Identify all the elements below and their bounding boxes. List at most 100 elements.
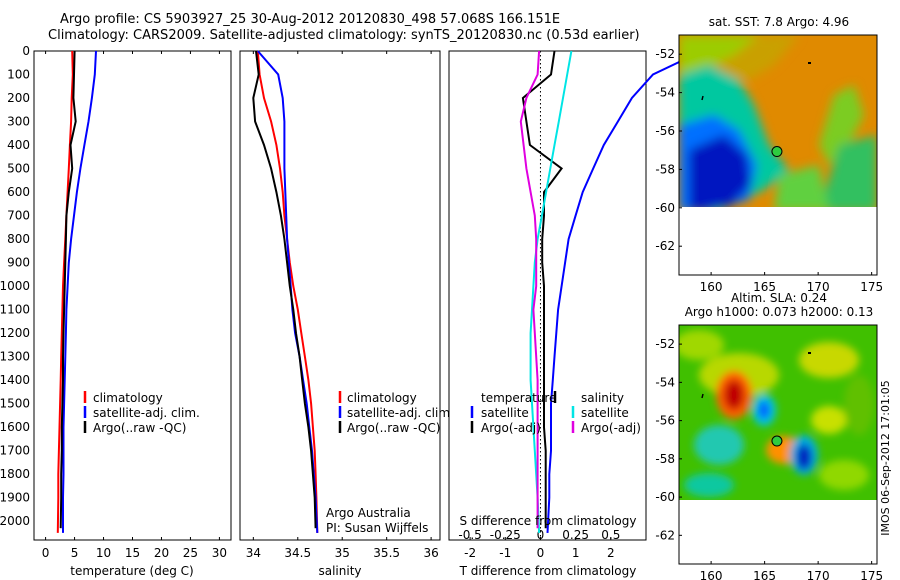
imos-timestamp: IMOS 06-Sep-2012 17:01:05 xyxy=(879,380,892,535)
map-y-tick-label: -62 xyxy=(655,239,675,253)
depth-tick-label: 600 xyxy=(7,185,30,199)
sla-argo-location-marker xyxy=(771,435,783,447)
depth-tick-label: 0 xyxy=(22,44,30,58)
x-tick-label: 15 xyxy=(125,546,140,560)
depth-tick-label: 1000 xyxy=(0,279,30,293)
difference-legend: temperature satellite Argo(-adj) salinit… xyxy=(470,391,641,435)
map-x-tick-label: 175 xyxy=(860,569,883,580)
sst-argo-location-marker xyxy=(771,146,783,158)
difference-plot-frame xyxy=(448,50,647,541)
map-y-tick-label: -56 xyxy=(655,124,675,138)
depth-tick-label: 2000 xyxy=(0,514,30,528)
map-y-tick-label: -54 xyxy=(655,86,675,100)
depth-tick-label: 300 xyxy=(7,115,30,129)
difference-legend-sal-sat: satellite xyxy=(581,406,629,420)
x-tick-label: -2 xyxy=(464,546,476,560)
depth-tick-label: 500 xyxy=(7,162,30,176)
depth-tick-label: 1100 xyxy=(0,303,30,317)
depth-tick-label: 1500 xyxy=(0,397,30,411)
depth-tick-label: 800 xyxy=(7,232,30,246)
sla-heatmap xyxy=(679,325,877,500)
difference-top-xlabel: S difference from climatology xyxy=(460,514,637,528)
difference-legend-temp-sat: satellite xyxy=(481,406,529,420)
temperature-legend-climatology: climatology xyxy=(93,391,163,405)
sst-small-mark-1 xyxy=(701,95,704,101)
x-tick-label: 34.5 xyxy=(284,546,311,560)
salinity-legend: climatology satellite-adj. clim. Argo(..… xyxy=(338,391,454,435)
map-y-tick-label: -52 xyxy=(655,47,675,61)
map-y-tick-label: -56 xyxy=(655,414,675,428)
x-tick-label: 20 xyxy=(154,546,169,560)
series-line-salinity-satellite xyxy=(529,50,573,533)
salinity-note-agency: Argo Australia xyxy=(326,506,411,520)
series-line-climatology xyxy=(56,50,74,533)
map-x-tick-label: 160 xyxy=(700,280,723,294)
temperature-xlabel: temperature (deg C) xyxy=(70,564,193,578)
salinity-panel: 34 34.5 35 35.5 36 salinity climatology sate… xyxy=(239,50,454,578)
depth-tick-label: 1300 xyxy=(0,350,30,364)
sla-map-frame xyxy=(678,324,878,565)
series-line-satellite-adj-clim- xyxy=(62,50,97,533)
map-x-tick-label: 165 xyxy=(753,569,776,580)
map-x-tick-label: 165 xyxy=(753,280,776,294)
map-y-tick-label: -52 xyxy=(655,337,675,351)
x-tick-label: -1 xyxy=(499,546,511,560)
map-y-tick-label: -54 xyxy=(655,375,675,389)
depth-tick-label: 700 xyxy=(7,209,30,223)
map-y-tick-label: -60 xyxy=(655,201,675,215)
x-tick-label: 0 xyxy=(42,546,50,560)
salinity-legend-argo: Argo(..raw -QC) xyxy=(347,421,440,435)
sla-map-title-line1: Altim. SLA: 0.24 xyxy=(731,291,827,305)
sla-small-mark-1 xyxy=(701,393,704,399)
temperature-legend: climatology satellite-adj. clim. Argo(..… xyxy=(83,391,200,435)
x-tick-label: 0 xyxy=(537,546,545,560)
map-x-tick-label: 175 xyxy=(860,280,883,294)
salinity-xlabel: salinity xyxy=(318,564,361,578)
x-top-tick-label: 0.5 xyxy=(601,528,620,542)
map-x-tick-label: 170 xyxy=(807,280,830,294)
depth-tick-label: 1700 xyxy=(0,444,30,458)
salinity-legend-climatology: climatology xyxy=(347,391,417,405)
sst-map-panel: sat. SST: 7.8 Argo: 4.96 -52 -54 -56 -58 -60… xyxy=(655,15,883,294)
depth-tick-label: 1400 xyxy=(0,373,30,387)
series-line-argo-raw-qc- xyxy=(252,50,317,529)
depth-tick-label: 1600 xyxy=(0,420,30,434)
temperature-legend-satellite: satellite-adj. clim. xyxy=(93,406,200,420)
x-tick-label: 1 xyxy=(572,546,580,560)
x-tick-label: 36 xyxy=(423,546,438,560)
map-y-tick-label: -62 xyxy=(655,528,675,542)
difference-legend-sal-argo: Argo(-adj) xyxy=(581,421,641,435)
sla-map-title-line2: Argo h1000: 0.073 h2000: 0.13 xyxy=(685,305,874,319)
depth-tick-label: 1200 xyxy=(0,326,30,340)
x-top-tick-label: -0.25 xyxy=(490,528,521,542)
sst-heatmap xyxy=(679,35,877,211)
sla-small-mark-2 xyxy=(808,352,811,354)
depth-tick-label: 100 xyxy=(7,68,30,82)
map-y-tick-label: -58 xyxy=(655,162,675,176)
sla-map-panel: Altim. SLA: 0.24 Argo h1000: 0.073 h2000… xyxy=(655,291,883,580)
figure-title-line2: Climatology: CARS2009. Satellite-adjuste… xyxy=(48,28,640,43)
series-line-argo-raw-qc- xyxy=(59,50,77,529)
salinity-legend-satellite: satellite-adj. clim. xyxy=(347,406,454,420)
x-tick-label: 10 xyxy=(96,546,111,560)
x-tick-label: 35 xyxy=(335,546,350,560)
difference-panel: -2 -1 0 1 2 -0.5 -0.25 0 0.25 0.5 S difference fr… xyxy=(448,50,703,578)
x-tick-label: 34 xyxy=(246,546,261,560)
map-x-tick-label: 170 xyxy=(807,569,830,580)
difference-legend-sal-title: salinity xyxy=(581,391,624,405)
x-top-tick-label: -0.5 xyxy=(458,528,481,542)
sst-map-title: sat. SST: 7.8 Argo: 4.96 xyxy=(709,15,849,29)
depth-tick-label: 400 xyxy=(7,138,30,152)
x-top-tick-label: 0 xyxy=(537,528,545,542)
map-x-tick-label: 160 xyxy=(700,569,723,580)
figure-title-line1: Argo profile: CS 5903927_25 30-Aug-2012 … xyxy=(60,12,561,27)
temperature-legend-argo: Argo(..raw -QC) xyxy=(93,421,186,435)
depth-tick-label: 1800 xyxy=(0,467,30,481)
x-tick-label: 30 xyxy=(212,546,227,560)
series-line-salinity-argo-adj- xyxy=(519,50,541,529)
map-y-tick-label: -60 xyxy=(655,490,675,504)
series-line-climatology xyxy=(256,50,319,533)
difference-bottom-xlabel: T difference from climatology xyxy=(459,564,637,578)
salinity-plot-frame xyxy=(239,50,441,541)
